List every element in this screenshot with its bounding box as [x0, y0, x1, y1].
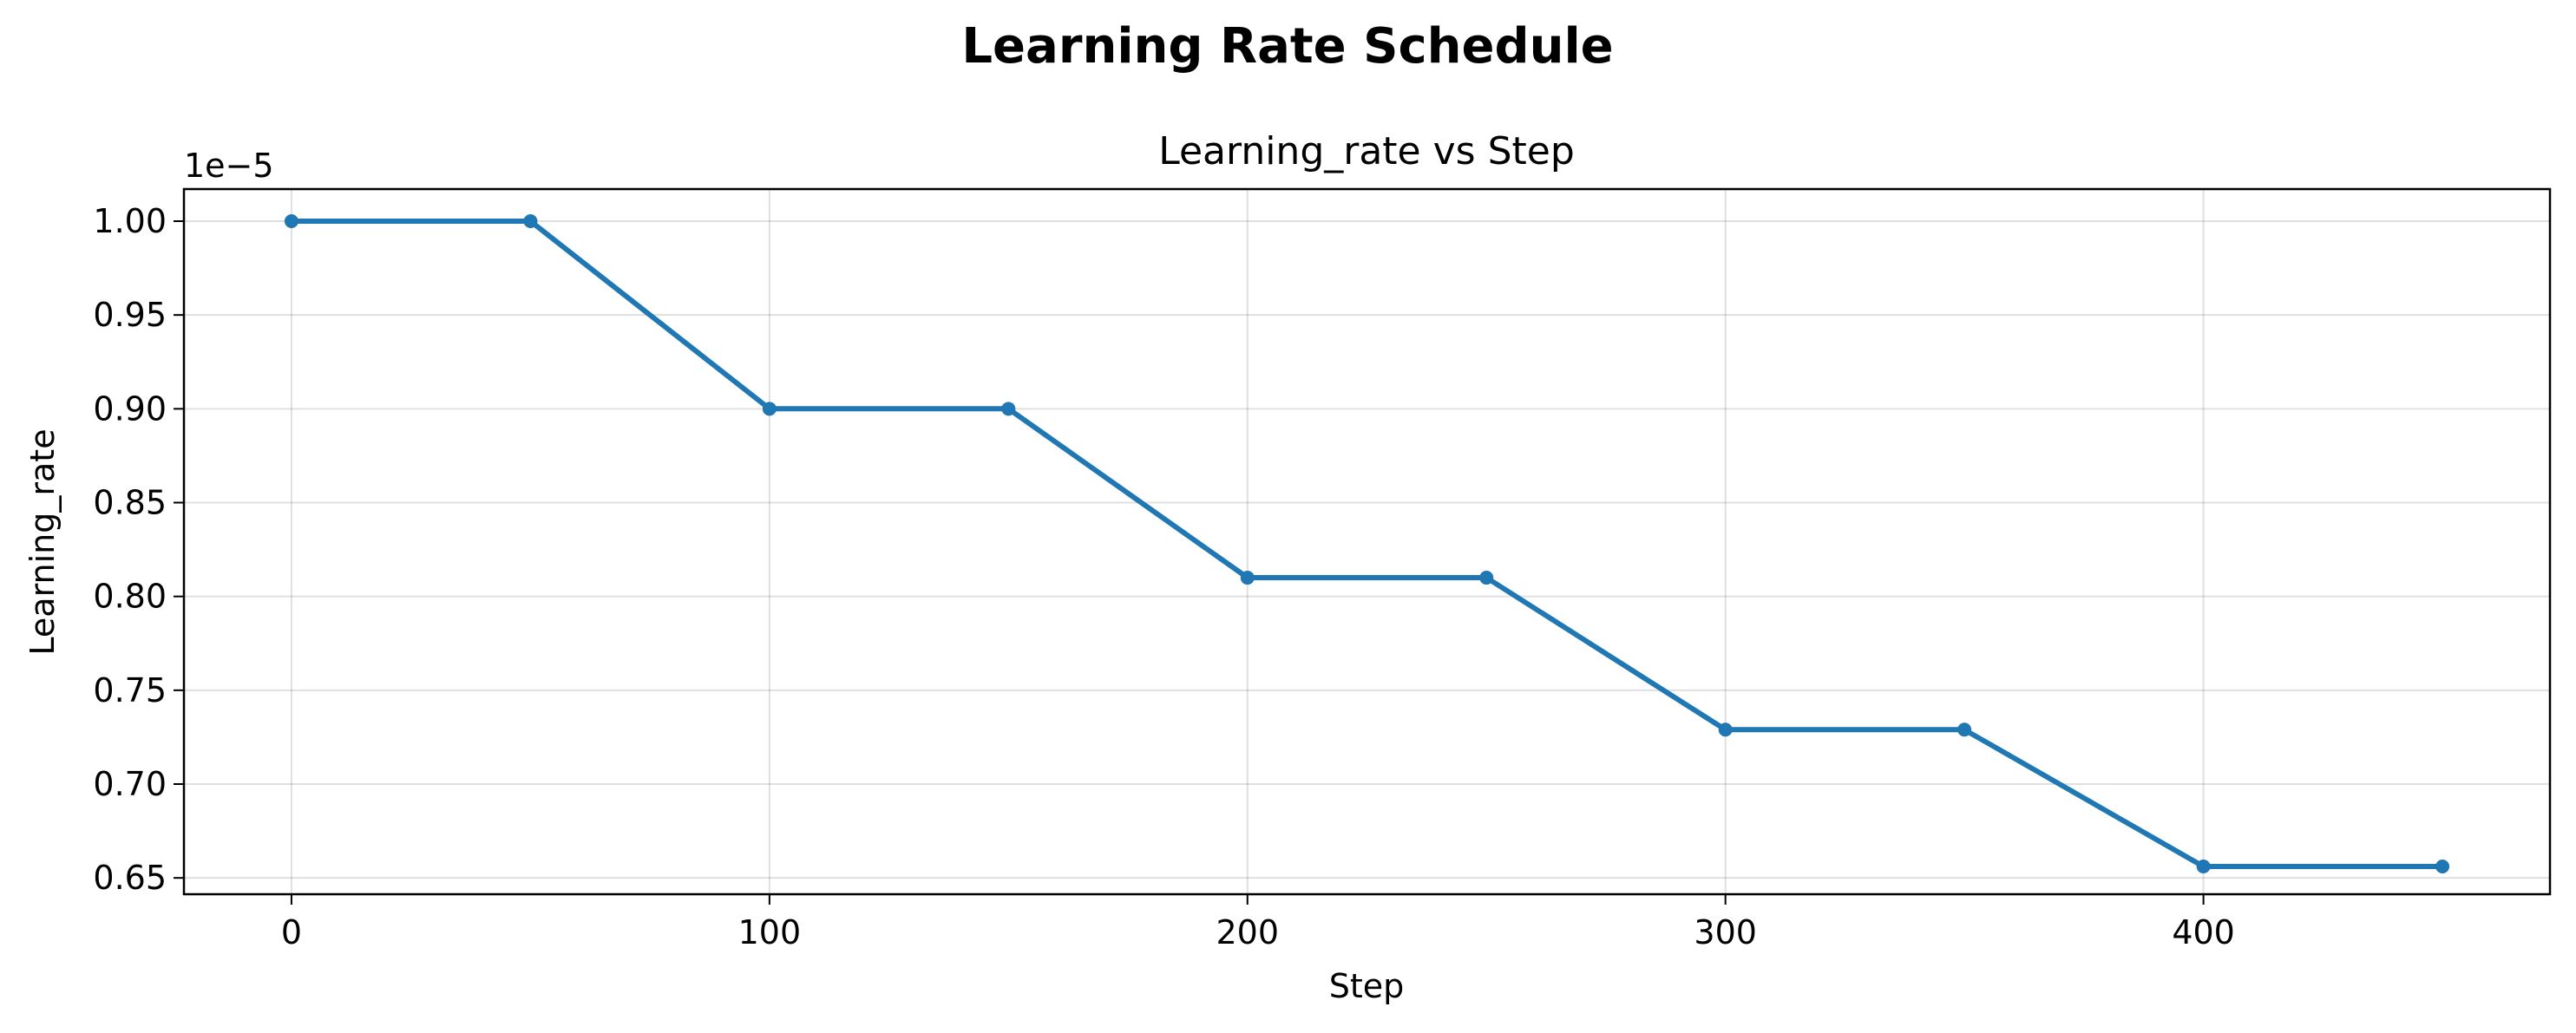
- y-tick-label: 0.65: [93, 859, 167, 897]
- y-axis-label: Learning_rate: [23, 428, 62, 655]
- y-tick-label: 0.80: [93, 578, 167, 616]
- data-point: [1240, 571, 1255, 585]
- plot-frame: [182, 187, 2552, 896]
- data-point: [2196, 859, 2211, 873]
- y-tick-label: 0.90: [93, 389, 167, 428]
- data-point: [1957, 722, 1972, 737]
- series-layer: [284, 213, 2450, 873]
- figure-title: Learning Rate Schedule: [961, 18, 1613, 75]
- y-tick-label: 0.75: [93, 671, 167, 709]
- axes-title: Learning_rate vs Step: [1158, 129, 1575, 173]
- x-tick-label: 100: [738, 913, 802, 951]
- data-point: [523, 213, 538, 228]
- series-line: [289, 219, 2445, 869]
- y-tick-label: 0.70: [93, 765, 167, 803]
- data-point: [1479, 571, 1494, 585]
- data-point: [1001, 402, 1016, 416]
- grid: [184, 189, 2550, 894]
- data-point: [762, 402, 777, 416]
- x-tick-label: 0: [281, 913, 302, 951]
- y-tick-label: 0.85: [93, 484, 167, 522]
- x-tick-label: 200: [1216, 913, 1280, 951]
- y-tick-label: 0.95: [93, 296, 167, 334]
- ticks: 0 100 200 300 400 0.65 0.70 0.75 0.80 0.85 0.90 0.9…: [93, 202, 2234, 951]
- data-point: [284, 213, 298, 228]
- x-tick-label: 300: [1694, 913, 1757, 951]
- x-axis-label: Step: [1329, 967, 1405, 1005]
- data-point: [2435, 859, 2450, 873]
- x-tick-label: 400: [2172, 913, 2235, 951]
- data-point: [1718, 722, 1733, 737]
- y-offset-label: 1e−5: [184, 147, 274, 185]
- y-tick-label: 1.00: [93, 202, 167, 240]
